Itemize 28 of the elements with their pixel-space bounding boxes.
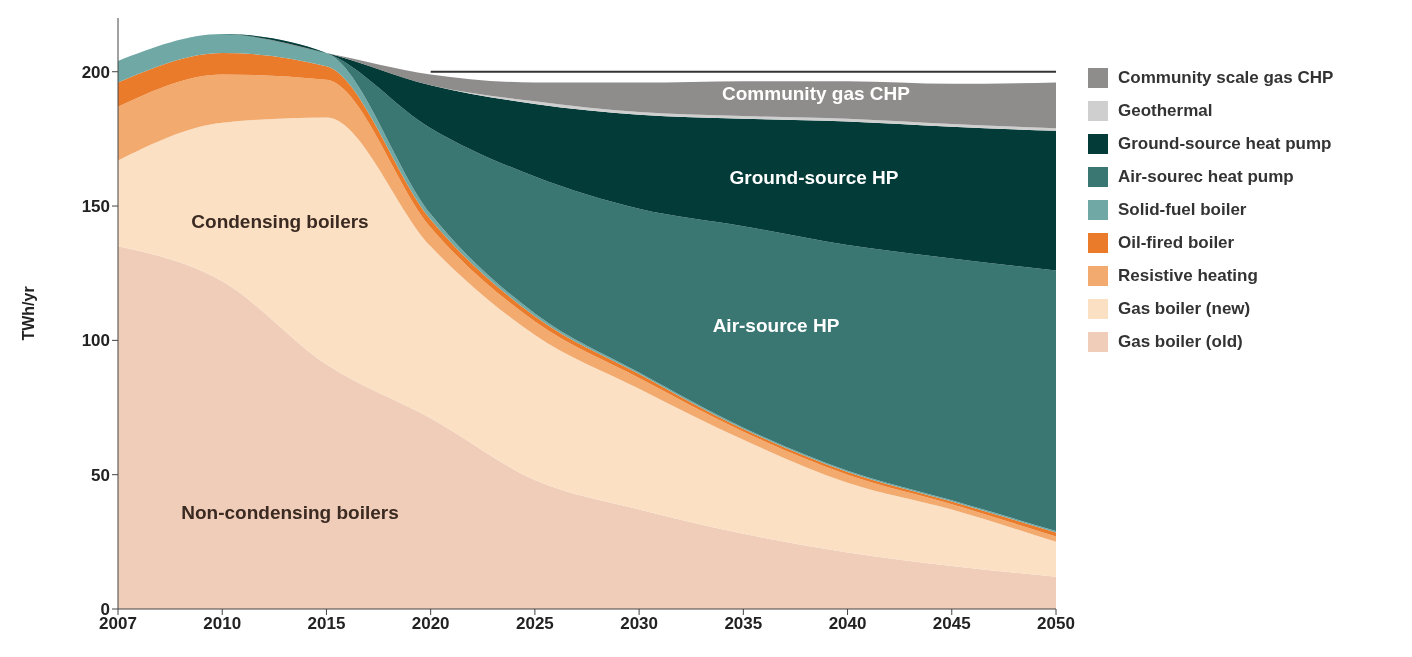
legend-label: Gas boiler (new): [1118, 299, 1251, 319]
x-tick-label: 2030: [620, 614, 659, 634]
legend-label: Ground-source heat pump: [1118, 134, 1332, 154]
legend-label: Resistive heating: [1118, 266, 1258, 286]
y-tick-label: 100: [81, 331, 110, 351]
x-tick-label: 2015: [307, 614, 346, 634]
x-tick-label: 2045: [932, 614, 971, 634]
x-tick-label: 2020: [411, 614, 450, 634]
y-tick-label: 200: [81, 62, 110, 82]
legend-label: Oil-fired boiler: [1118, 233, 1235, 253]
legend-label: Air-sourec heat pump: [1118, 167, 1294, 187]
y-axis-title: TWh/yr: [19, 286, 37, 341]
x-tick-label: 2010: [203, 614, 242, 634]
legend-label: Solid-fuel boiler: [1118, 200, 1247, 220]
x-tick-label: 2050: [1037, 614, 1075, 634]
y-tick-label: 150: [81, 197, 110, 217]
annotation: Community gas CHP: [722, 83, 910, 105]
annotation: Ground-source HP: [729, 167, 899, 189]
y-tick-label: 50: [91, 465, 110, 485]
x-tick-label: 2040: [828, 614, 867, 634]
x-tick-label: 2035: [724, 614, 763, 634]
legend-label: Community scale gas CHP: [1118, 68, 1334, 88]
annotation: Condensing boilers: [191, 211, 369, 233]
annotation: Air-source HP: [712, 315, 840, 337]
legend-label: Geothermal: [1118, 101, 1213, 121]
x-tick-label: 2025: [515, 614, 554, 634]
annotation: Non-condensing boilers: [181, 502, 399, 524]
legend-label: Gas boiler (old): [1118, 332, 1243, 352]
